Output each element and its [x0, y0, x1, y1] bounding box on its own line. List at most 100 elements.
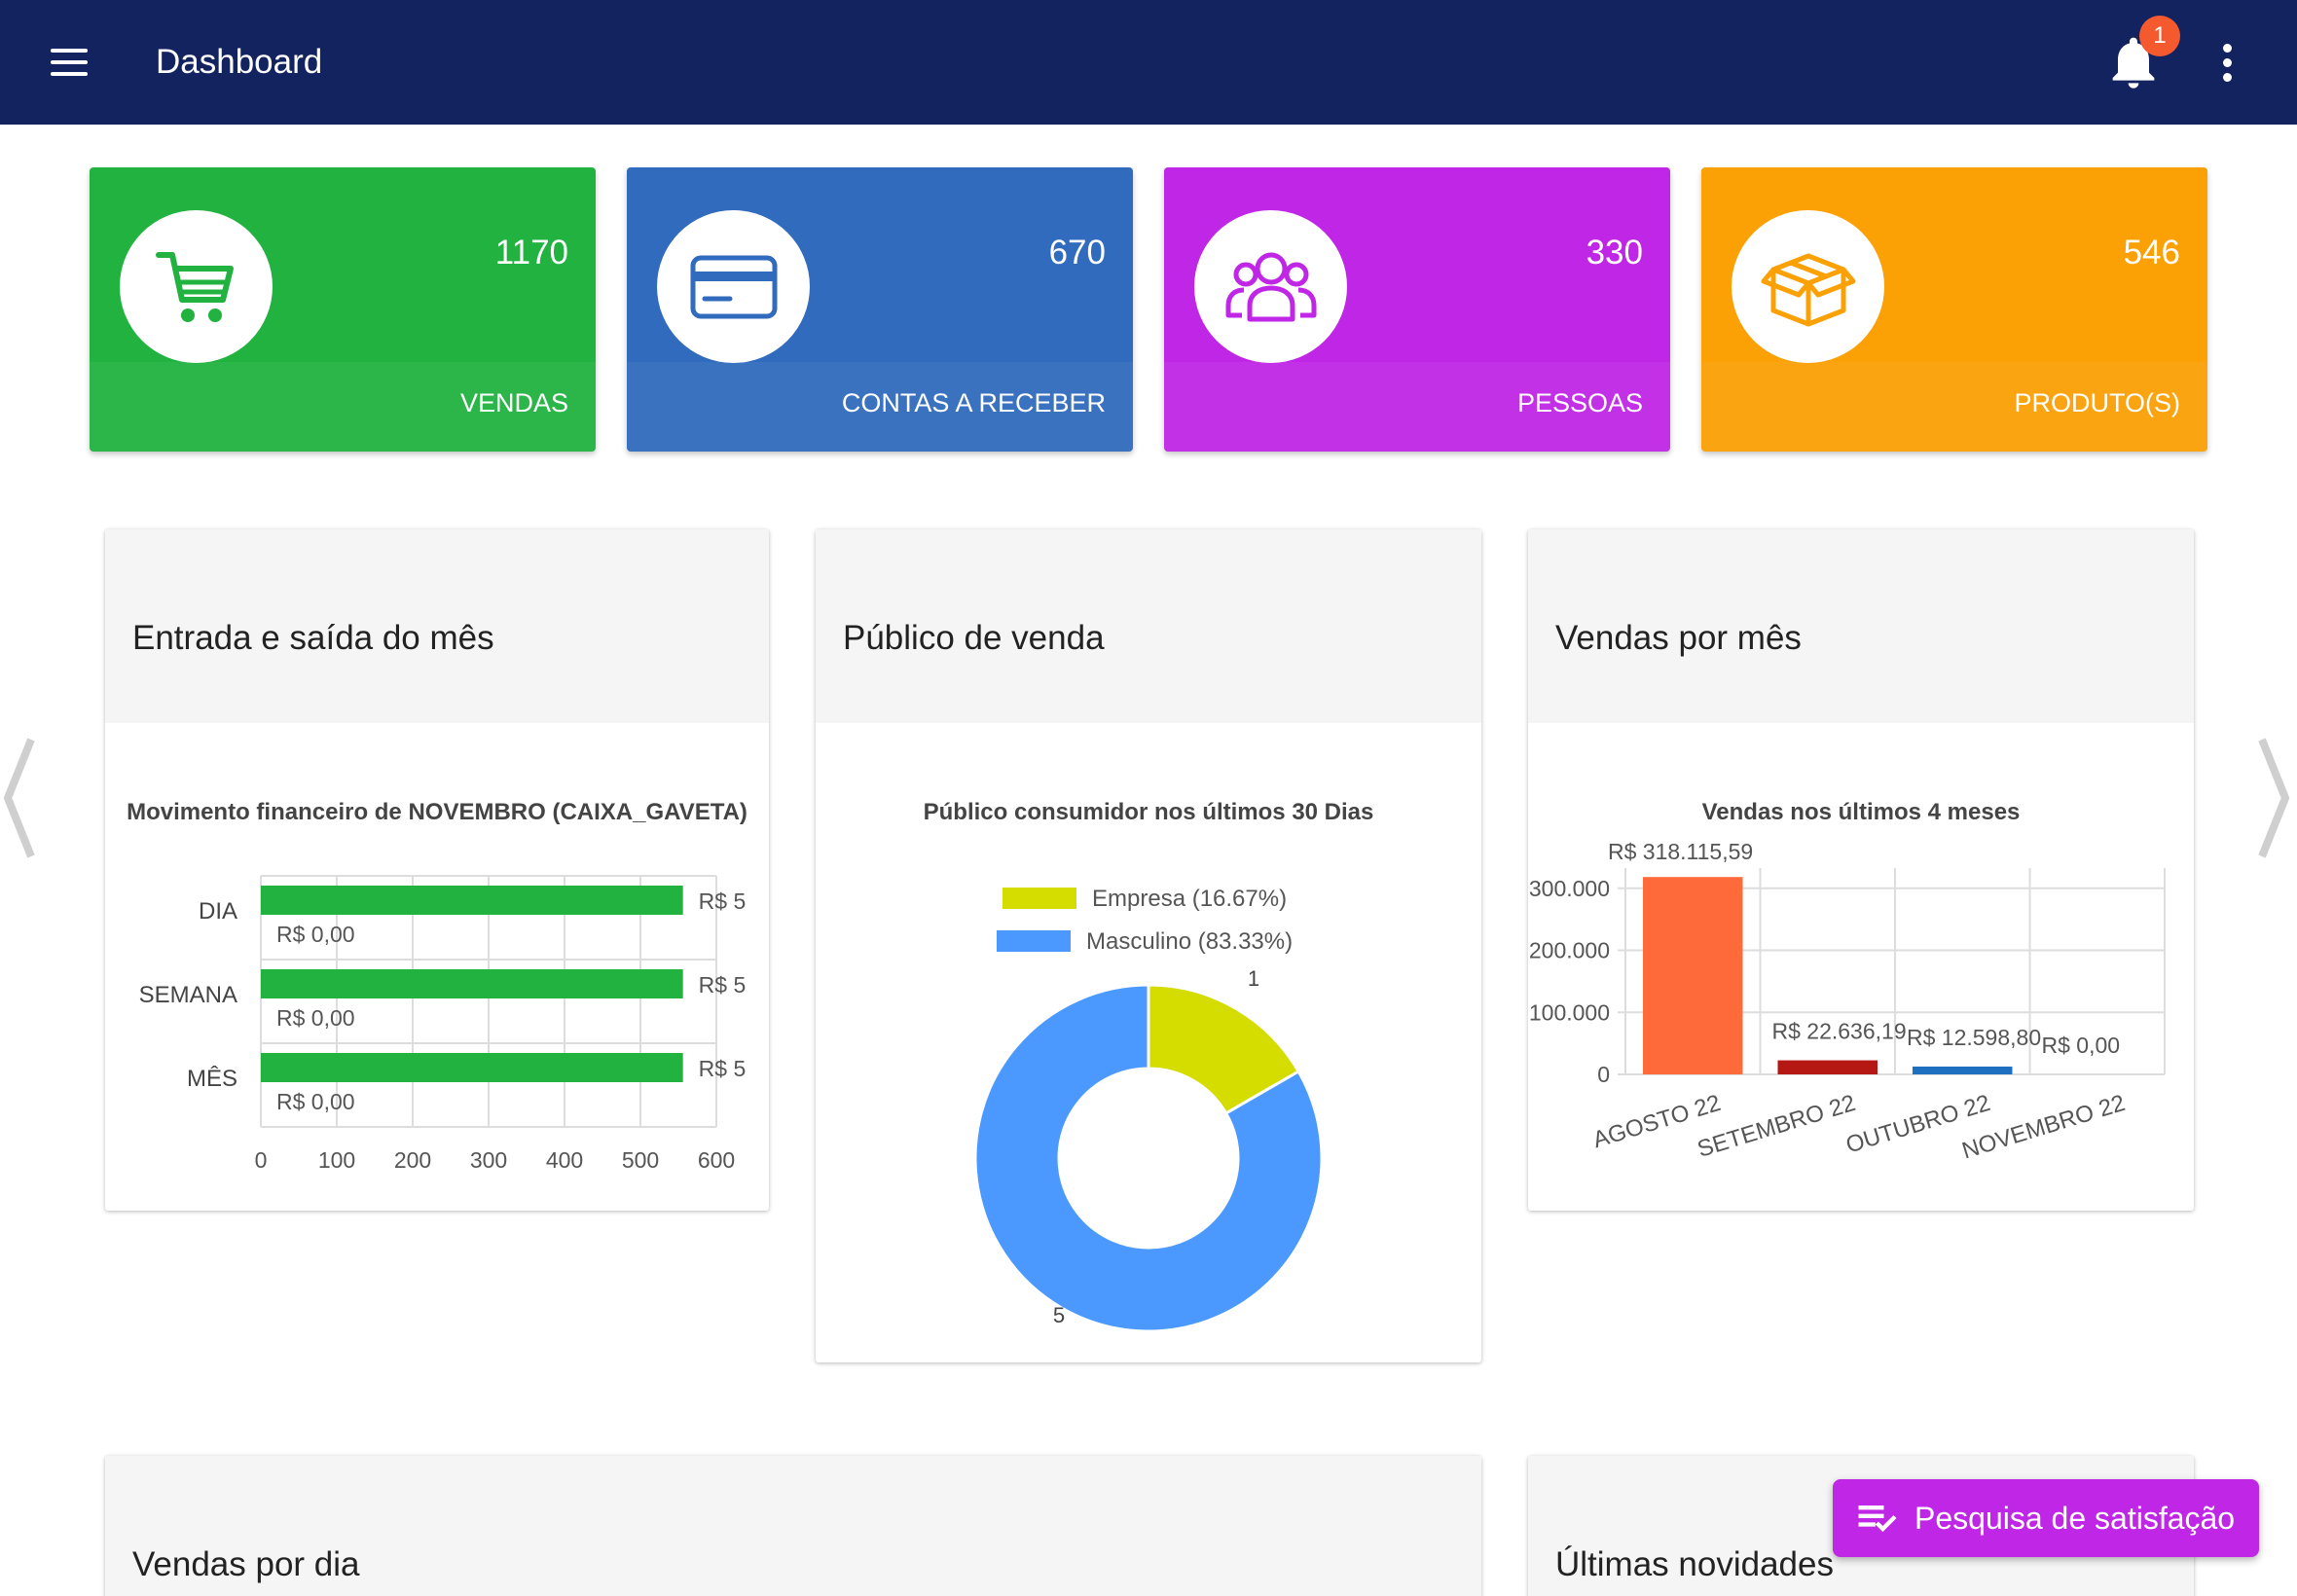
panel-daily-sales: Vendas por dia [105, 1456, 1481, 1596]
data-label: R$ 5 [699, 1056, 747, 1081]
x-tick-label: 500 [622, 1147, 659, 1173]
credit-card-icon [690, 255, 777, 318]
x-tick-label: 600 [698, 1147, 735, 1173]
chevron-left-icon [3, 738, 35, 858]
panel-financial: Entrada e saída do mês Movimento finance… [105, 529, 769, 1211]
chart-title: Público consumidor nos últimos 30 Dias [924, 799, 1374, 825]
panel-title: Entrada e saída do mês [132, 619, 494, 657]
bar [1777, 1060, 1878, 1074]
stat-value: 670 [1048, 234, 1106, 272]
chart-title: Movimento financeiro de NOVEMBRO (CAIXA_… [127, 799, 747, 825]
monthly-sales-bar-chart: Vendas nos últimos 4 meses R$ 318.115,59… [1529, 799, 2166, 1164]
x-tick-label: 0 [255, 1147, 268, 1173]
panel-monthly: Vendas por mês Vendas nos últimos 4 mese… [1528, 529, 2194, 1211]
panel-header [105, 1456, 1481, 1596]
y-tick-label: 100.000 [1529, 999, 1610, 1025]
stat-value: 1170 [494, 234, 568, 272]
y-tick-label: 300.000 [1529, 876, 1610, 901]
dot-icon [2222, 57, 2232, 67]
stat-label: PESSOAS [1516, 388, 1643, 417]
more-options-button[interactable] [2204, 33, 2250, 91]
panel-header [816, 529, 1481, 723]
financial-bar-chart: Movimento financeiro de NOVEMBRO (CAIXA_… [127, 799, 747, 1173]
panel-title: Vendas por dia [132, 1545, 360, 1583]
data-label: R$ 0,00 [2042, 1033, 2121, 1058]
legend-label: Empresa (16.67%) [1092, 886, 1287, 912]
data-label: R$ 5 [699, 972, 747, 998]
y-tick-label: 0 [1597, 1062, 1610, 1087]
data-label: R$ 318.115,59 [1608, 839, 1753, 864]
notification-badge: 1 [2139, 16, 2180, 56]
stat-card-footer [90, 362, 596, 452]
bar [261, 969, 683, 998]
data-label: R$ 5 [699, 889, 747, 914]
stat-card-vendas[interactable]: 1170 VENDAS [90, 167, 596, 452]
slice-label: 5 [1053, 1303, 1065, 1327]
stat-icon-circle [1732, 210, 1884, 363]
playlist-check-icon [1858, 1505, 1897, 1533]
box-icon [1761, 253, 1855, 326]
satisfaction-survey-button[interactable]: Pesquisa de satisfação [1833, 1479, 2259, 1557]
legend-swatch [997, 930, 1071, 952]
dot-icon [2222, 43, 2232, 53]
stat-value: 330 [1586, 234, 1643, 272]
bell-icon [2112, 37, 2155, 89]
panel-title: Vendas por mês [1555, 619, 1802, 657]
stat-card-produtos[interactable]: 546 PRODUTO(S) [1701, 167, 2207, 452]
panel-title: Últimas novidades [1555, 1545, 1834, 1583]
bar [1913, 1066, 2013, 1074]
bar [261, 886, 683, 915]
x-tick-label: 400 [546, 1147, 583, 1173]
legend-swatch [1003, 888, 1076, 909]
data-label: R$ 22.636,19 [1772, 1019, 1907, 1044]
x-tick-label: 300 [470, 1147, 507, 1173]
y-category-label: DIA [199, 898, 237, 925]
fab-label: Pesquisa de satisfação [1914, 1500, 2236, 1536]
bar [1643, 877, 1743, 1074]
cart-icon [155, 251, 234, 322]
carousel-next-button[interactable] [2254, 736, 2293, 860]
top-app-bar: Dashboard 1 [0, 0, 2297, 125]
x-tick-label: 100 [318, 1147, 355, 1173]
stat-value: 546 [2123, 234, 2180, 272]
donut-slice [973, 983, 1324, 1333]
hamburger-icon [51, 72, 88, 76]
slice-label: 1 [1248, 966, 1259, 991]
stat-icon-circle [120, 210, 273, 363]
stat-card-footer [627, 362, 1133, 452]
stat-label: CONTAS A RECEBER [841, 388, 1106, 417]
notifications-button[interactable] [2102, 31, 2165, 93]
panel-header [1528, 529, 2194, 723]
stat-label: PRODUTO(S) [2014, 388, 2180, 417]
stat-card-pessoas[interactable]: 330 PESSOAS [1164, 167, 1670, 452]
data-label: R$ 0,00 [276, 1089, 355, 1114]
stat-card-footer [1701, 362, 2207, 452]
stat-icon-circle [1194, 210, 1347, 363]
panel-title: Público de venda [843, 619, 1105, 657]
carousel-prev-button[interactable] [0, 736, 39, 860]
stat-card-contas-a-receber[interactable]: 670 CONTAS A RECEBER [627, 167, 1133, 452]
y-category-label: MÊS [187, 1066, 237, 1092]
panel-header [105, 529, 769, 723]
x-tick-label: 200 [394, 1147, 431, 1173]
data-label: R$ 12.598,80 [1907, 1025, 2041, 1050]
y-tick-label: 200.000 [1529, 938, 1610, 963]
panel-audience: Público de venda Público consumidor nos … [816, 529, 1481, 1362]
y-category-label: SEMANA [139, 982, 237, 1008]
users-icon [1225, 252, 1316, 321]
chart-title: Vendas nos últimos 4 meses [1702, 799, 2021, 825]
menu-button[interactable] [39, 33, 101, 91]
legend-label: Masculino (83.33%) [1086, 928, 1293, 955]
data-label: R$ 0,00 [276, 1005, 355, 1031]
bar [261, 1053, 683, 1082]
hamburger-icon [51, 49, 88, 53]
hamburger-icon [51, 60, 88, 64]
stat-label: VENDAS [459, 388, 568, 417]
data-label: R$ 0,00 [276, 922, 355, 947]
page-title: Dashboard [156, 43, 323, 81]
stat-icon-circle [657, 210, 810, 363]
stat-card-footer [1164, 362, 1670, 452]
chevron-right-icon [2258, 738, 2290, 858]
audience-donut-chart: Público consumidor nos últimos 30 Dias E… [924, 799, 1374, 1333]
